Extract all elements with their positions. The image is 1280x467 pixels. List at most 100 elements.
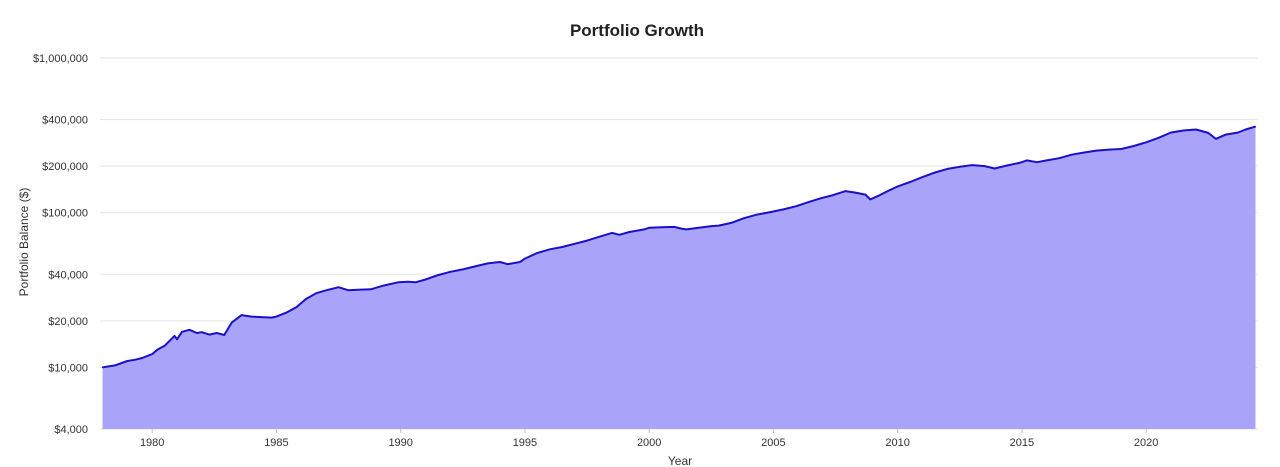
data-point	[574, 243, 576, 245]
data-point	[661, 226, 663, 228]
data-point	[680, 227, 683, 230]
data-point	[275, 316, 278, 318]
data-point	[730, 222, 732, 224]
data-point	[382, 285, 384, 287]
data-point	[718, 225, 720, 227]
data-point	[397, 281, 399, 283]
data-point	[1036, 161, 1038, 163]
data-point	[1182, 129, 1185, 132]
data-point	[1215, 138, 1217, 140]
data-point	[959, 166, 961, 168]
data-point	[231, 321, 233, 324]
y-tick-label: $40,000	[48, 269, 88, 281]
data-point	[357, 289, 360, 291]
data-point	[909, 181, 911, 183]
data-point	[854, 191, 857, 194]
data-point	[685, 228, 688, 231]
data-point	[347, 289, 350, 291]
data-point	[971, 164, 973, 166]
data-point	[1120, 148, 1122, 150]
x-axis-label: Year	[668, 454, 692, 467]
data-point	[755, 214, 757, 216]
data-point	[181, 331, 183, 333]
data-point	[770, 211, 772, 213]
data-point	[223, 334, 225, 336]
data-point	[487, 262, 489, 265]
y-tick-label: $100,000	[42, 208, 88, 220]
data-point	[934, 171, 936, 174]
data-point	[869, 198, 871, 200]
data-point	[151, 353, 153, 355]
data-point	[1158, 137, 1160, 139]
data-point	[114, 364, 116, 367]
data-point	[370, 288, 372, 290]
data-point	[524, 258, 526, 260]
data-point	[462, 268, 464, 271]
data-point	[1026, 159, 1028, 161]
x-tick-label: 1985	[264, 437, 288, 449]
y-axis-label: Portfolio Balance ($)	[17, 188, 31, 297]
data-point	[820, 197, 822, 199]
data-point	[285, 312, 287, 314]
data-point	[164, 345, 166, 347]
data-point	[126, 360, 128, 362]
data-point	[101, 366, 104, 369]
data-point	[611, 232, 613, 234]
data-point	[673, 226, 675, 228]
data-point	[173, 335, 176, 337]
data-point	[134, 359, 136, 361]
chart-title: Portfolio Growth	[570, 21, 704, 40]
data-point	[1046, 159, 1048, 161]
data-point	[414, 281, 417, 283]
data-point	[141, 357, 143, 359]
y-axis-ticks: $4,000 $10,000 $20,000 $40,000 $100,000 $200,…	[33, 53, 88, 436]
data-point	[176, 338, 178, 340]
data-point	[710, 225, 712, 227]
data-point	[407, 281, 409, 283]
data-point	[216, 332, 218, 334]
data-point	[897, 185, 899, 187]
data-point	[743, 217, 745, 219]
y-tick-label: $400,000	[42, 115, 88, 127]
data-point	[1145, 141, 1147, 143]
data-point	[648, 227, 650, 229]
data-point	[424, 278, 427, 281]
data-point	[325, 289, 327, 291]
data-point	[1195, 128, 1197, 131]
data-point	[1083, 151, 1085, 154]
data-point	[519, 261, 521, 263]
data-point	[499, 261, 501, 263]
x-tick-label: 1990	[388, 437, 412, 449]
y-tick-label: $4,000	[54, 424, 88, 436]
data-point	[782, 208, 784, 211]
data-point	[1006, 164, 1008, 167]
data-point	[993, 167, 996, 170]
x-tick-label: 2005	[761, 437, 785, 449]
data-point	[1207, 132, 1209, 134]
x-axis-ticks: 1980 1985 1990 1995 2000 2005 2010 2015 2020	[140, 429, 1158, 449]
y-tick-label: $200,000	[42, 161, 88, 173]
y-tick-label: $1,000,000	[33, 53, 88, 65]
data-point	[474, 265, 476, 267]
data-point	[1237, 131, 1239, 134]
data-point	[536, 252, 538, 254]
data-point	[844, 190, 847, 192]
data-point	[263, 316, 265, 318]
x-tick-label: 2020	[1134, 437, 1158, 449]
data-point	[1170, 131, 1172, 134]
data-point	[1133, 145, 1135, 147]
data-point	[1095, 150, 1098, 152]
data-points	[101, 126, 1257, 369]
y-tick-label: $10,000	[48, 362, 88, 374]
data-point	[1254, 126, 1257, 128]
data-point	[807, 201, 809, 203]
data-point	[628, 231, 630, 233]
x-tick-label: 2000	[637, 437, 661, 449]
data-point	[561, 246, 563, 248]
data-point	[643, 228, 645, 231]
data-point	[250, 316, 253, 318]
data-point	[449, 271, 451, 273]
data-point	[921, 176, 924, 178]
data-point	[549, 248, 551, 250]
data-point	[586, 240, 588, 242]
